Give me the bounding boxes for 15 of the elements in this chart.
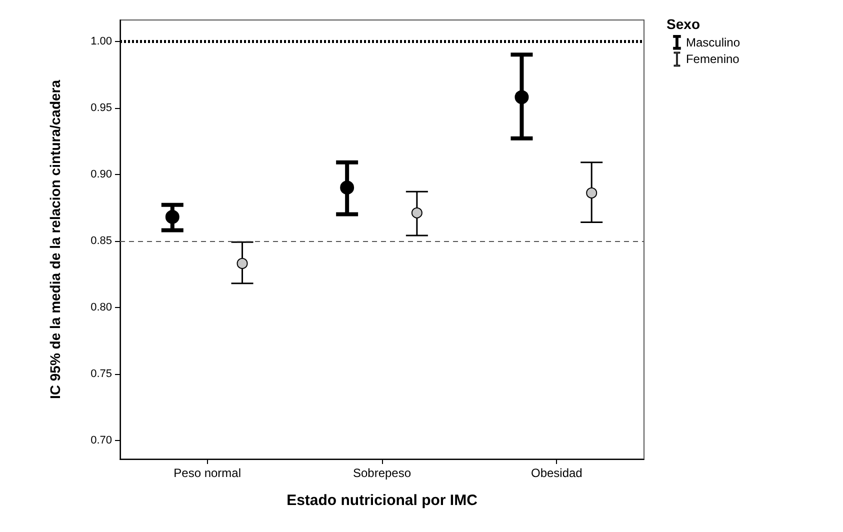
y-tick-label: 0.75 <box>90 368 112 380</box>
x-tick-label: Peso normal <box>174 466 242 480</box>
y-tick-label: 0.90 <box>90 168 112 180</box>
y-axis-title: IC 95% de la media de la relacion cintura/cadera <box>47 80 63 400</box>
y-tick-label: 1.00 <box>90 35 112 48</box>
legend-title: Sexo <box>666 16 700 32</box>
x-axis-title: Estado nutricional por IMC <box>286 492 478 509</box>
x-tick-label: Sobrepeso <box>352 466 412 480</box>
y-tick-label: 0.95 <box>90 102 112 114</box>
legend-label: Masculino <box>686 35 740 50</box>
y-tick-label: 0.70 <box>90 434 112 446</box>
y-tick-label: 0.80 <box>90 301 112 314</box>
legend-label: Femenino <box>686 52 740 66</box>
y-tick-label: 0.85 <box>90 234 112 247</box>
x-tick-label: Obesidad <box>530 466 582 480</box>
